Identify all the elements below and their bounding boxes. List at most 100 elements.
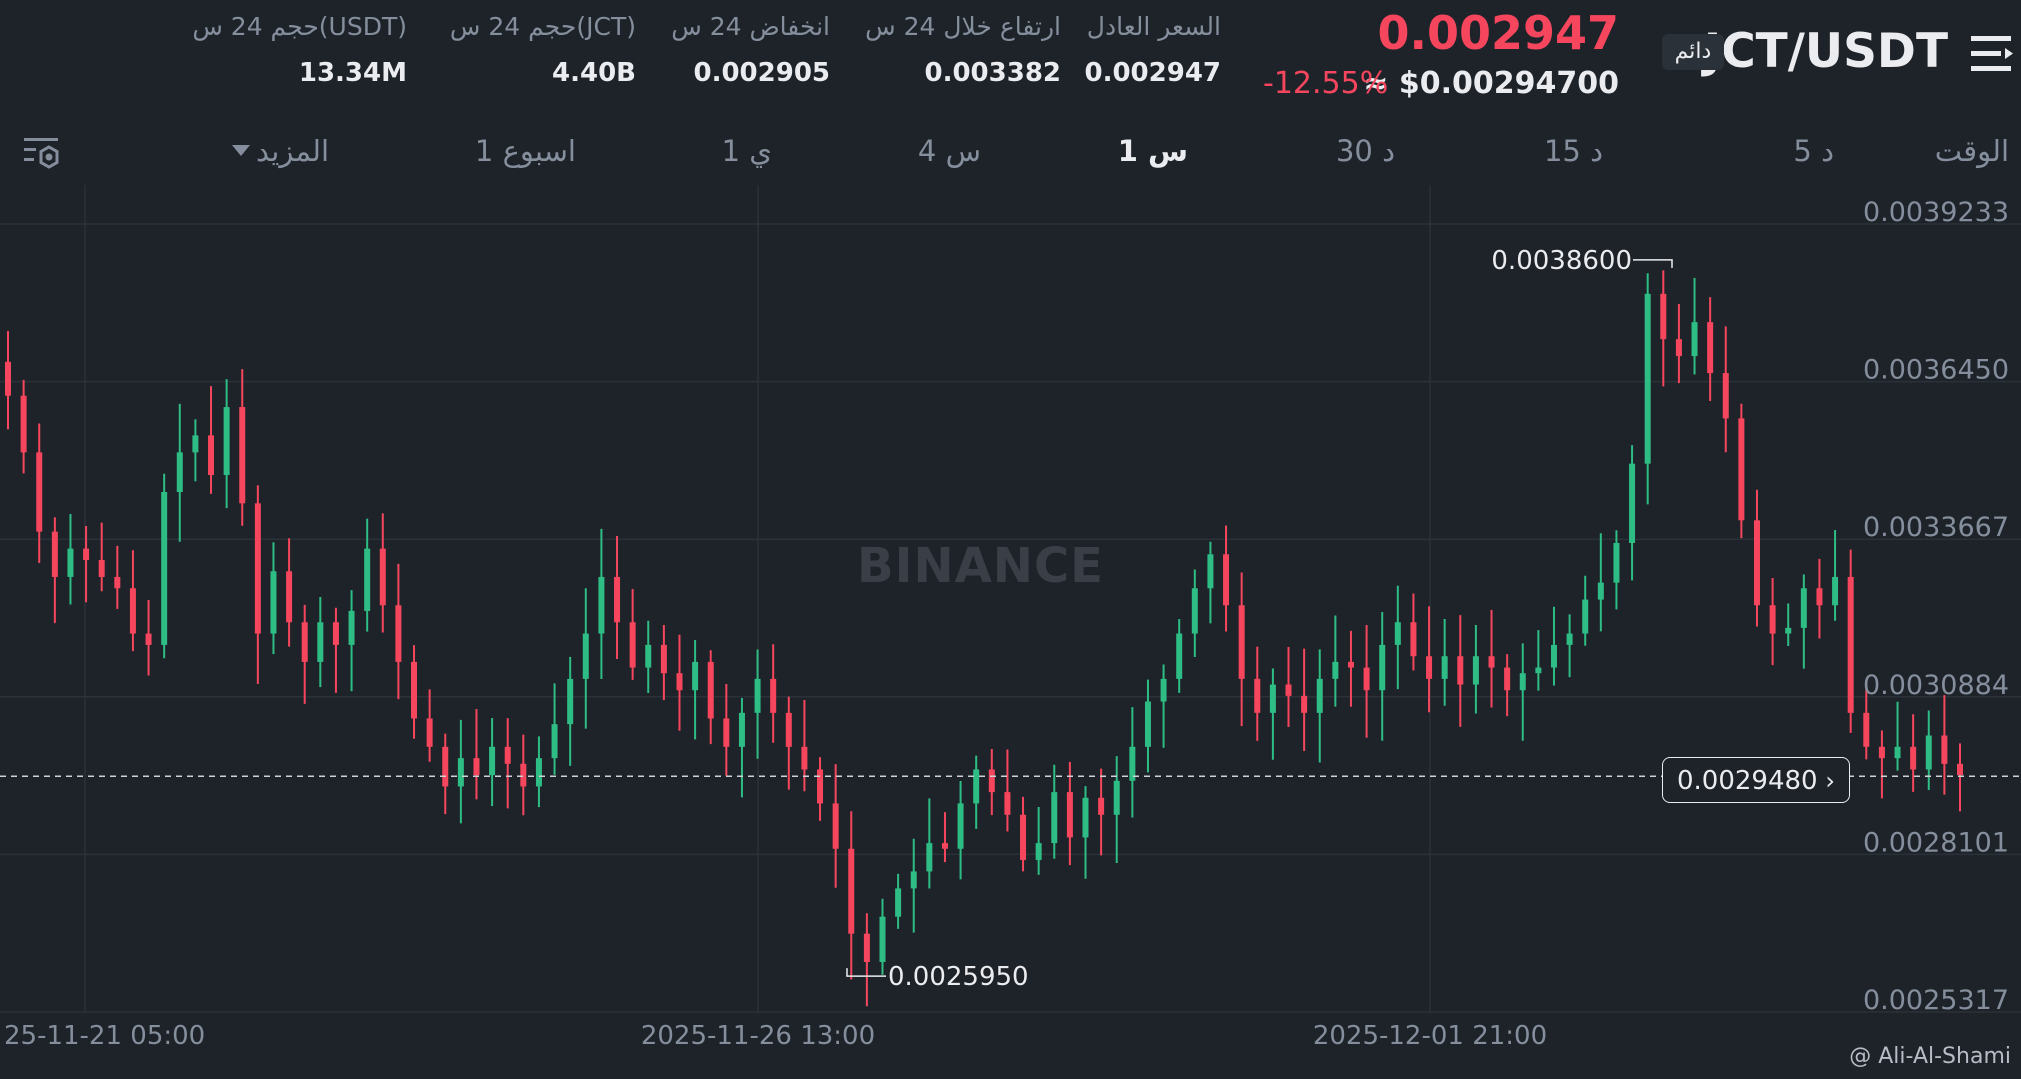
candle <box>5 331 11 430</box>
candle <box>1472 624 1479 714</box>
candle <box>1597 533 1604 632</box>
candle <box>1878 730 1885 799</box>
candle <box>161 473 168 659</box>
tab-1h[interactable]: 1 س <box>1117 134 1188 168</box>
candle <box>1144 679 1151 773</box>
candle <box>676 634 683 731</box>
candle <box>1410 593 1417 671</box>
stat-label-24h-vol-jct: حجم 24 س(JCT) <box>449 12 636 41</box>
candle <box>1394 585 1401 690</box>
candle <box>1832 529 1839 621</box>
candle <box>1285 646 1292 727</box>
y-axis-label: 0.0039233 <box>1863 197 2009 228</box>
stat-label-24h-vol-usdt: حجم 24 س(USDT) <box>192 12 407 41</box>
candle <box>738 697 745 798</box>
candle <box>1488 609 1495 708</box>
candle <box>1207 541 1214 624</box>
candle <box>176 403 183 542</box>
candle <box>582 588 589 729</box>
x-axis-label: 2025-12-01 21:00 <box>1313 1021 1547 1051</box>
chart-settings-icon[interactable] <box>22 132 62 172</box>
symbol-title[interactable]: JCT/USDT <box>1703 24 1948 79</box>
stat-value-mark-price: 0.002947 <box>1084 58 1221 88</box>
tab-5m[interactable]: 5 د <box>1793 134 1834 168</box>
candle <box>707 650 714 745</box>
candle <box>1785 603 1792 646</box>
candle <box>317 596 324 688</box>
candle <box>1894 701 1901 771</box>
candle <box>1644 273 1651 505</box>
tab-1w[interactable]: 1 اسبوع <box>474 134 576 168</box>
tab-30m[interactable]: 30 د <box>1335 134 1395 168</box>
candle <box>129 550 136 652</box>
stat-value-24h-vol-jct: 4.40B <box>552 58 636 88</box>
candle <box>1363 625 1370 738</box>
x-axis-label: 25-11-21 05:00 <box>4 1021 205 1051</box>
candle <box>1707 297 1714 401</box>
candle <box>1847 549 1854 734</box>
y-axis-label: 0.0033667 <box>1863 512 2009 543</box>
candle <box>1957 743 1963 812</box>
candle <box>254 485 261 684</box>
stat-value-24h-low: 0.002905 <box>693 58 830 88</box>
candle <box>754 649 761 759</box>
candle <box>1020 796 1027 872</box>
candle <box>614 535 621 659</box>
chart-grid <box>0 185 2021 1013</box>
candle <box>1254 646 1261 741</box>
candle <box>301 604 308 704</box>
candle <box>941 812 948 863</box>
x-axis-label: 2025-11-26 13:00 <box>641 1021 875 1051</box>
candle <box>1441 619 1448 706</box>
tab-time-line[interactable]: الوقت <box>1934 134 2009 168</box>
candle <box>832 764 839 888</box>
y-axis-label: 0.0030884 <box>1863 670 2009 701</box>
candle <box>1550 606 1557 686</box>
candle <box>1722 326 1729 453</box>
current-price-value: 0.0029480 <box>1677 766 1818 796</box>
candle <box>1675 304 1682 384</box>
candle <box>208 386 215 494</box>
candle <box>801 699 808 792</box>
candle <box>692 639 699 740</box>
candle <box>20 379 27 474</box>
y-axis-label: 0.0036450 <box>1863 355 2009 386</box>
candle <box>660 625 667 701</box>
binance-watermark: BINANCE <box>857 538 1104 594</box>
candle <box>1332 615 1339 707</box>
candle <box>504 718 511 809</box>
stat-label-mark-price: السعر العادل <box>1086 12 1221 41</box>
candle <box>1301 648 1308 752</box>
candle <box>926 798 933 889</box>
candle <box>67 513 74 605</box>
y-axis-label: 0.0025317 <box>1863 985 2009 1016</box>
caret-down-icon[interactable] <box>232 145 250 156</box>
candle <box>1176 618 1183 693</box>
candle <box>1004 749 1011 832</box>
candle <box>1191 569 1198 657</box>
stat-label-24h-low: انخفاض 24 س <box>671 12 830 41</box>
perpetual-badge: دائم <box>1662 34 1724 70</box>
candles-layer <box>5 270 1963 1007</box>
candle <box>83 526 90 603</box>
candle <box>286 538 293 647</box>
candle <box>895 873 902 929</box>
last-price: 0.002947 <box>1377 6 1619 60</box>
current-price-tag[interactable]: 0.0029480 › <box>1662 757 1850 803</box>
tab-15m[interactable]: 15 د <box>1543 134 1603 168</box>
more-dropdown[interactable]: المزيد <box>256 134 329 168</box>
candle <box>1098 768 1105 856</box>
candle <box>1347 630 1354 707</box>
candle <box>332 607 339 693</box>
candle <box>442 733 449 815</box>
high-price-marker: 0.0038600 <box>1491 246 1632 276</box>
candle <box>1582 575 1589 646</box>
tab-4h[interactable]: 4 س <box>917 134 981 168</box>
candle <box>629 588 636 680</box>
candle <box>411 645 418 739</box>
candle <box>1379 611 1386 741</box>
stat-value-24h-high: 0.003382 <box>924 58 1061 88</box>
menu-icon[interactable] <box>1971 34 2015 74</box>
tab-1d[interactable]: 1 ي <box>721 134 772 168</box>
